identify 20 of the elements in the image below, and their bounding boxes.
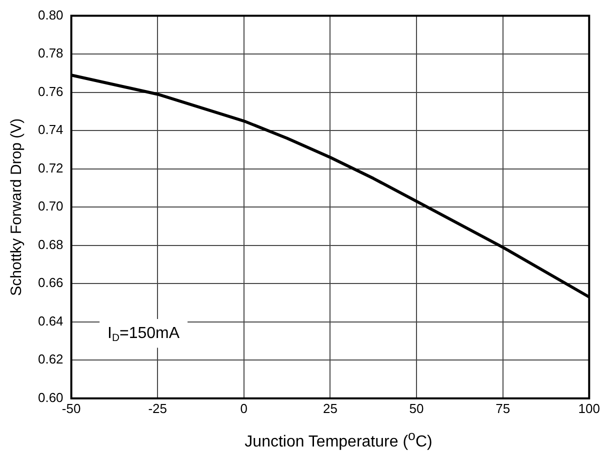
y-tick-label: 0.70 xyxy=(38,198,64,214)
x-tick-label: 75 xyxy=(496,400,510,416)
y-tick-label: 0.68 xyxy=(38,236,64,252)
y-tick-label: 0.78 xyxy=(38,46,64,61)
x-tick-label: 0 xyxy=(240,400,248,416)
y-tick-label: 0.64 xyxy=(38,313,64,328)
x-tick-label: -50 xyxy=(62,400,81,416)
x-tick-label: -25 xyxy=(148,400,168,416)
y-tick-label: 0.60 xyxy=(38,390,64,405)
y-axis-title: Schottky Forward Drop (V) xyxy=(8,118,26,296)
x-axis-title: Junction Temperature ($^{o}$C) xyxy=(244,428,434,452)
y-tick-label: 0.66 xyxy=(38,275,64,290)
y-tick-label: 0.80 xyxy=(38,7,64,22)
y-tick-label: 0.62 xyxy=(38,352,64,367)
x-tick-label: 50 xyxy=(409,400,424,416)
x-tick-label: 100 xyxy=(578,400,600,416)
y-tick-label: 0.74 xyxy=(38,122,64,138)
y-tick-label: 0.72 xyxy=(38,160,64,176)
y-tick-label: 0.76 xyxy=(38,84,64,99)
x-tick-label: 25 xyxy=(322,400,338,416)
